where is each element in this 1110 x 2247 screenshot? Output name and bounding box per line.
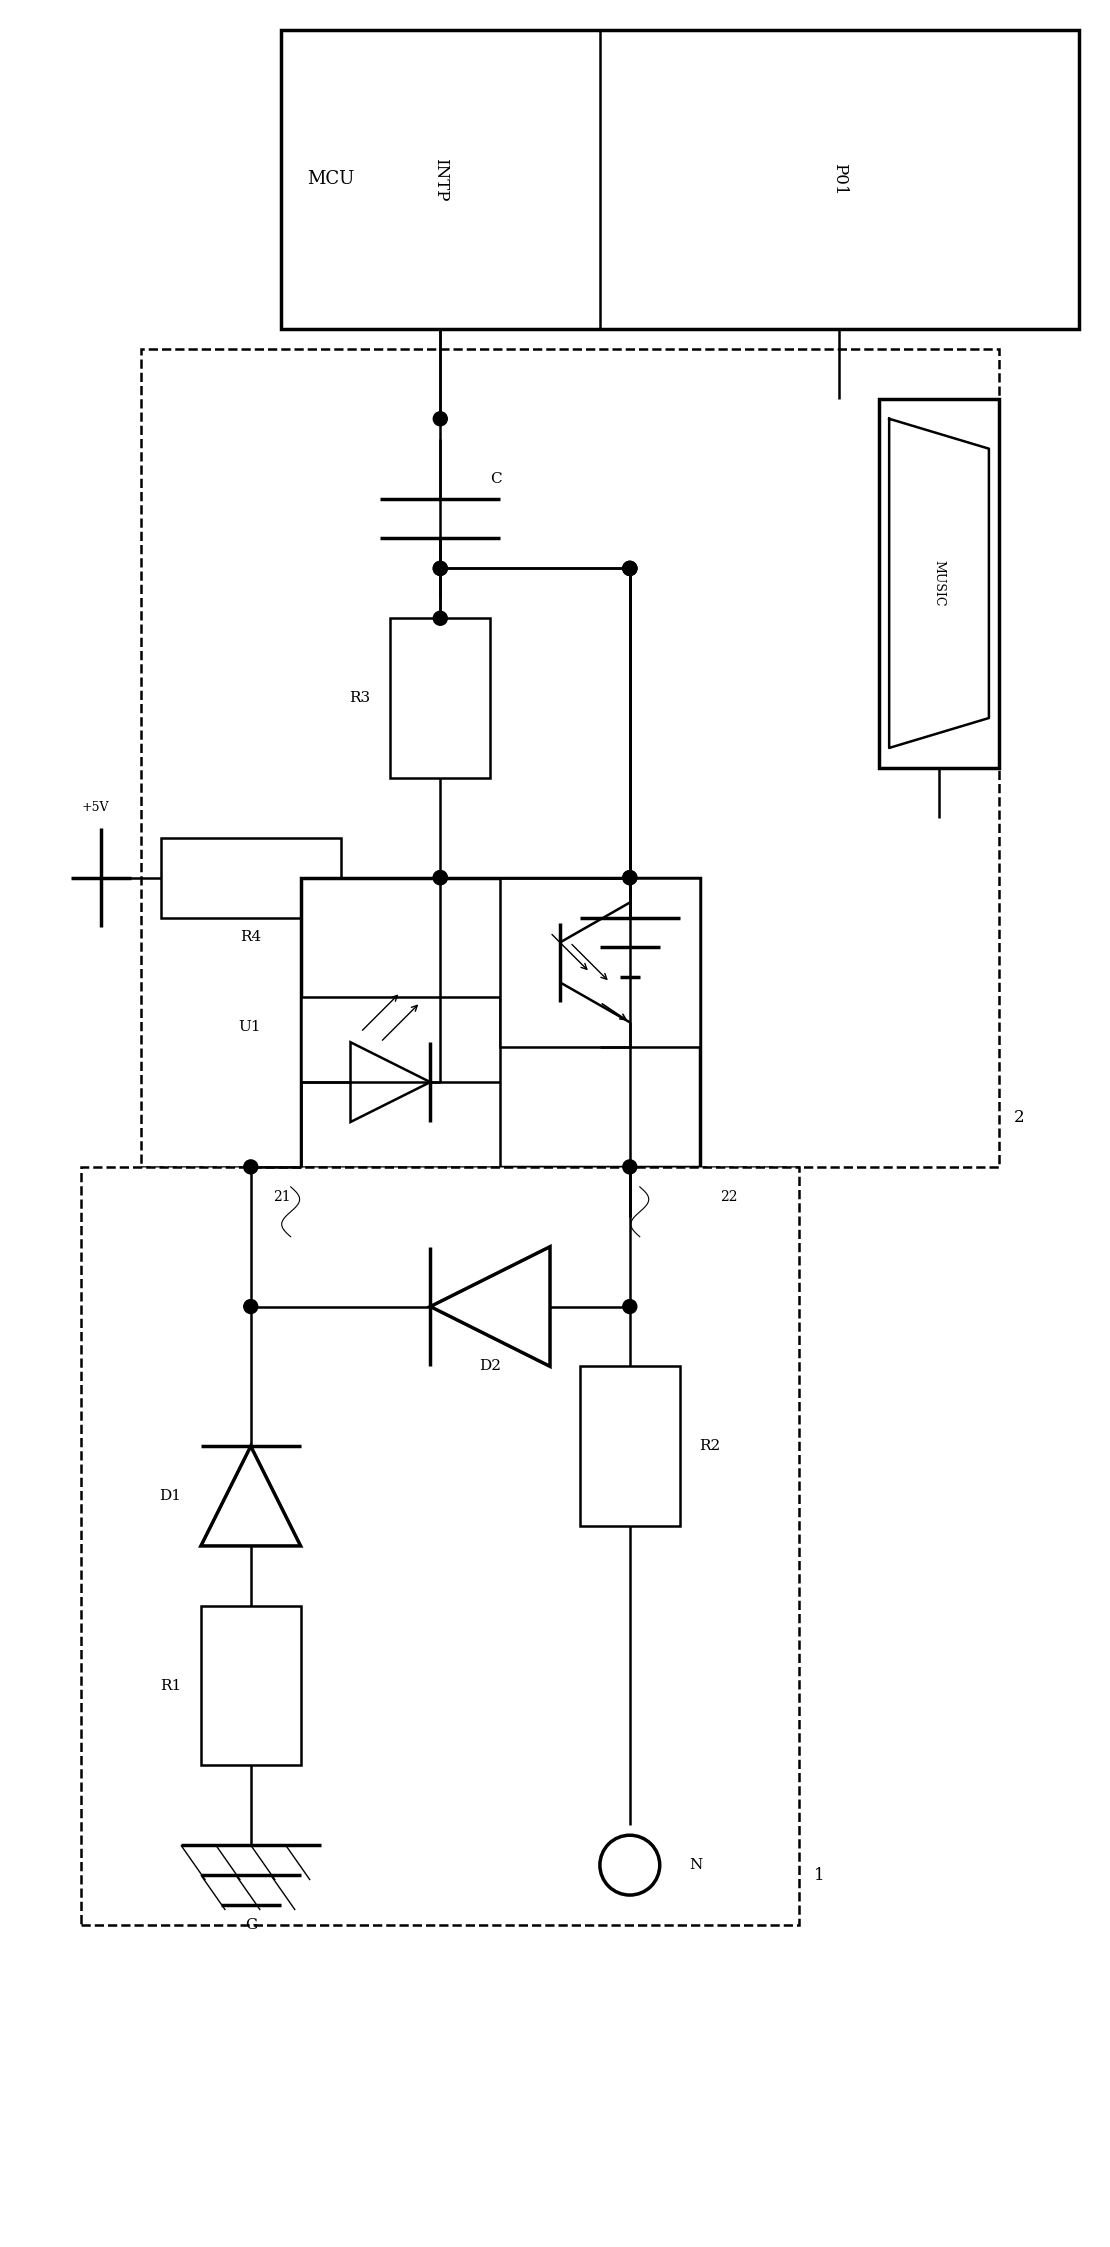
Text: C: C bbox=[491, 472, 502, 485]
Circle shape bbox=[244, 1299, 258, 1314]
Text: R3: R3 bbox=[350, 692, 371, 706]
Text: 21: 21 bbox=[273, 1191, 291, 1204]
Circle shape bbox=[433, 562, 447, 575]
Circle shape bbox=[623, 870, 637, 885]
Circle shape bbox=[623, 1299, 637, 1314]
Bar bbox=[201, 1607, 301, 1766]
Bar bbox=[281, 29, 1079, 328]
Text: R4: R4 bbox=[240, 930, 261, 944]
Circle shape bbox=[623, 562, 637, 575]
Text: 22: 22 bbox=[719, 1191, 737, 1204]
Circle shape bbox=[623, 562, 637, 575]
Text: R1: R1 bbox=[160, 1679, 181, 1692]
Text: 1: 1 bbox=[814, 1867, 825, 1883]
Circle shape bbox=[433, 870, 447, 885]
Bar bbox=[141, 348, 999, 1166]
Text: R2: R2 bbox=[699, 1438, 720, 1454]
Text: P01: P01 bbox=[830, 164, 848, 195]
Bar bbox=[579, 1366, 679, 1526]
Text: +5V: +5V bbox=[81, 802, 109, 813]
Bar bbox=[301, 998, 501, 1166]
Circle shape bbox=[244, 1159, 258, 1173]
Bar bbox=[81, 1166, 799, 1926]
Text: G: G bbox=[244, 1919, 256, 1932]
Circle shape bbox=[623, 562, 637, 575]
Circle shape bbox=[623, 1159, 637, 1173]
Text: 2: 2 bbox=[1013, 1108, 1025, 1126]
Circle shape bbox=[623, 870, 637, 885]
Bar bbox=[301, 879, 699, 1166]
Text: MCU: MCU bbox=[306, 171, 354, 189]
Circle shape bbox=[433, 562, 447, 575]
Text: N: N bbox=[689, 1858, 703, 1872]
Bar bbox=[879, 398, 999, 768]
Bar bbox=[391, 618, 491, 777]
Bar bbox=[161, 838, 341, 917]
Text: D2: D2 bbox=[480, 1359, 501, 1373]
Circle shape bbox=[433, 411, 447, 425]
Circle shape bbox=[433, 611, 447, 625]
Text: MUSIC: MUSIC bbox=[932, 560, 946, 607]
Bar bbox=[501, 879, 699, 1047]
Text: INTP: INTP bbox=[432, 157, 448, 202]
Text: U1: U1 bbox=[239, 1020, 261, 1034]
Circle shape bbox=[433, 870, 447, 885]
Text: D1: D1 bbox=[159, 1490, 181, 1503]
